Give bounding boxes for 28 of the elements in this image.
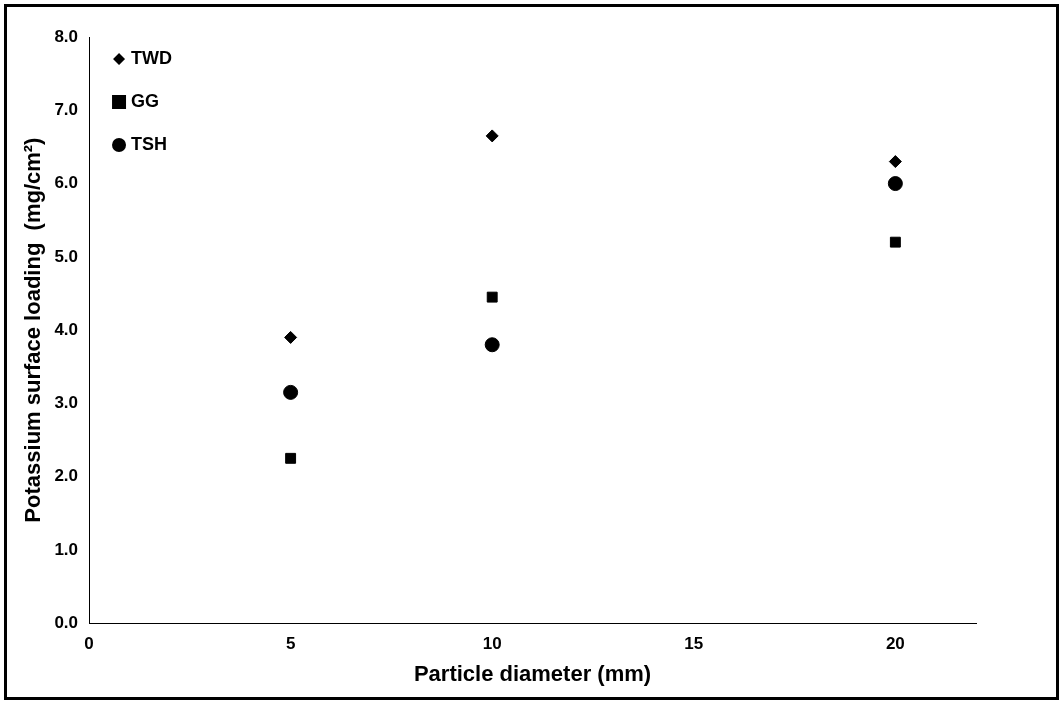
y-tick-label: 3.0: [54, 393, 79, 413]
x-tick-label: 0: [84, 634, 94, 654]
legend-label: TWD: [131, 47, 173, 68]
y-tick-label: 2.0: [54, 466, 79, 486]
y-tick-label: 5.0: [54, 246, 79, 266]
point: [484, 337, 500, 353]
y-tick-label: 1.0: [54, 539, 79, 559]
point: [486, 291, 498, 303]
y-tick-label: 8.0: [54, 26, 79, 46]
x-tick-label: 10: [482, 634, 502, 654]
point: [285, 452, 297, 464]
x-axis-title: Particle diameter (mm): [413, 660, 652, 686]
y-tick-label: 4.0: [54, 319, 79, 339]
x-tick-label: 20: [885, 634, 905, 654]
legend-label: GG: [131, 90, 160, 111]
point: [889, 236, 901, 248]
point: [888, 155, 902, 169]
y-tick-label: 7.0: [54, 99, 79, 119]
point: [284, 330, 298, 344]
point: [887, 176, 903, 192]
point: [485, 129, 499, 143]
y-axis-title: Potassium surface loading (mg/cm²): [20, 137, 46, 523]
y-tick-label: 6.0: [54, 173, 79, 193]
y-tick-label: 0.0: [54, 612, 79, 632]
x-tick-label: 15: [684, 634, 704, 654]
x-tick-label: 5: [285, 634, 296, 654]
point: [283, 384, 299, 400]
legend-label: TSH: [131, 133, 168, 154]
